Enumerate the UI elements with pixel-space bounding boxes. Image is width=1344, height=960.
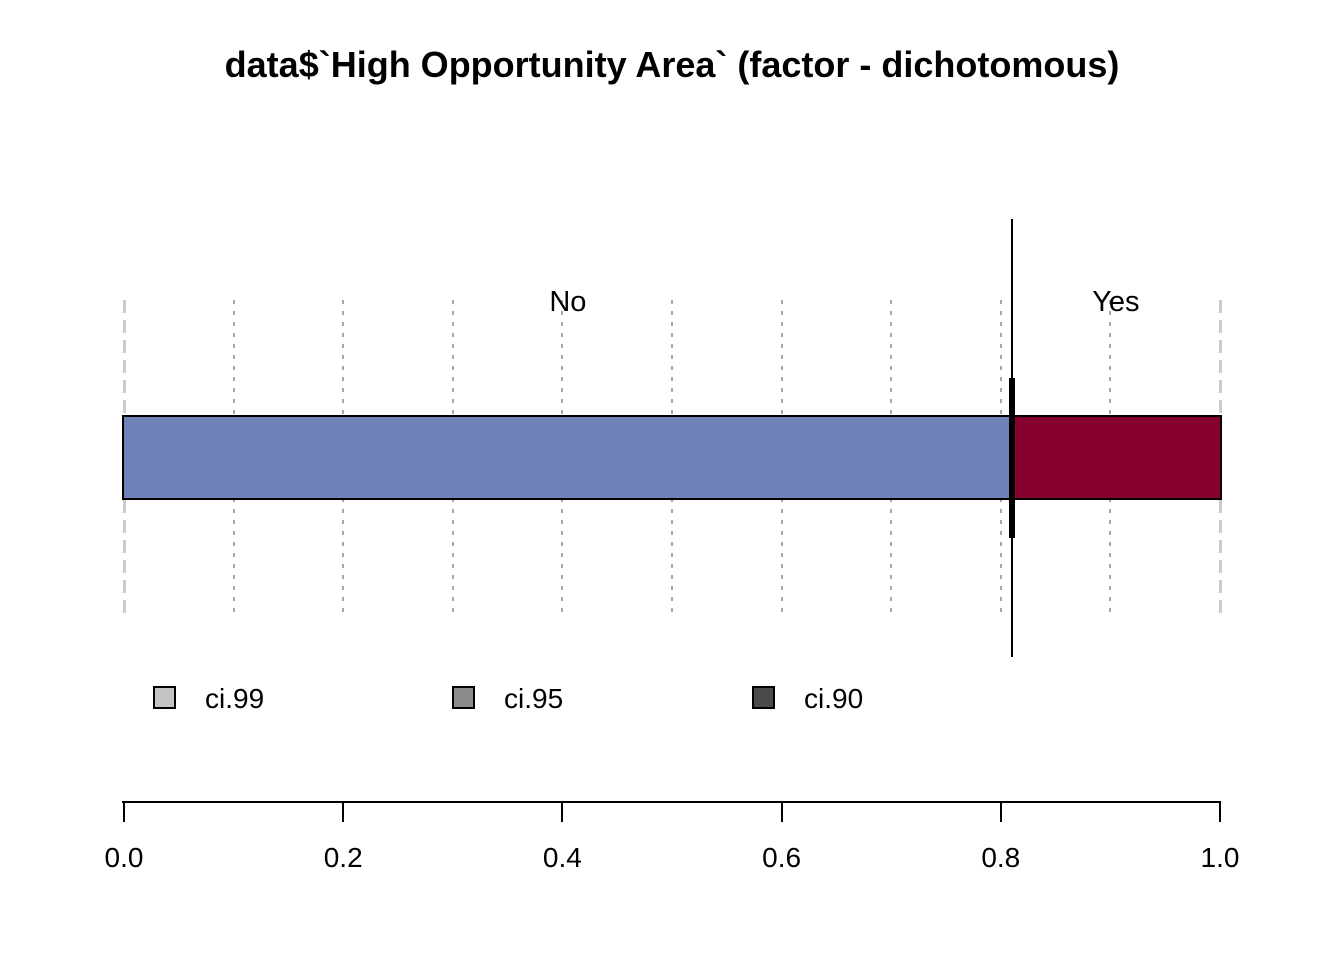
- bar-segment-no: [124, 417, 1012, 498]
- x-tick-label: 1.0: [1200, 842, 1240, 873]
- legend-swatch-ci95: [452, 686, 475, 709]
- x-tick-label: 0.2: [323, 842, 363, 873]
- legend-label-ci99: ci.99: [205, 683, 265, 714]
- x-tick-label: 0.6: [762, 842, 802, 873]
- x-axis-tick: [1219, 802, 1221, 822]
- chart-title: data$`High Opportunity Area` (factor - d…: [224, 44, 1120, 85]
- x-tick-label: 0.0: [104, 842, 144, 873]
- legend-swatch-ci90: [752, 686, 775, 709]
- x-axis-tick: [780, 802, 783, 822]
- x-axis-tick: [999, 802, 1002, 822]
- stacked-proportion-bar: [122, 415, 1222, 500]
- x-axis-line: [122, 801, 1221, 803]
- legend-label-ci95: ci.95: [504, 683, 564, 714]
- x-tick-label: 0.8: [981, 842, 1021, 873]
- legend-label-ci90: ci.90: [804, 683, 864, 714]
- x-axis-tick: [342, 802, 345, 822]
- x-axis-tick: [561, 802, 564, 822]
- x-axis-tick: [123, 802, 125, 822]
- confidence-interval-marker: [1008, 378, 1015, 538]
- bar-segment-yes: [1011, 417, 1220, 498]
- category-label-yes: Yes: [1092, 286, 1140, 318]
- category-label-no: No: [549, 286, 587, 318]
- x-tick-label: 0.4: [542, 842, 582, 873]
- legend-swatch-ci99: [153, 686, 176, 709]
